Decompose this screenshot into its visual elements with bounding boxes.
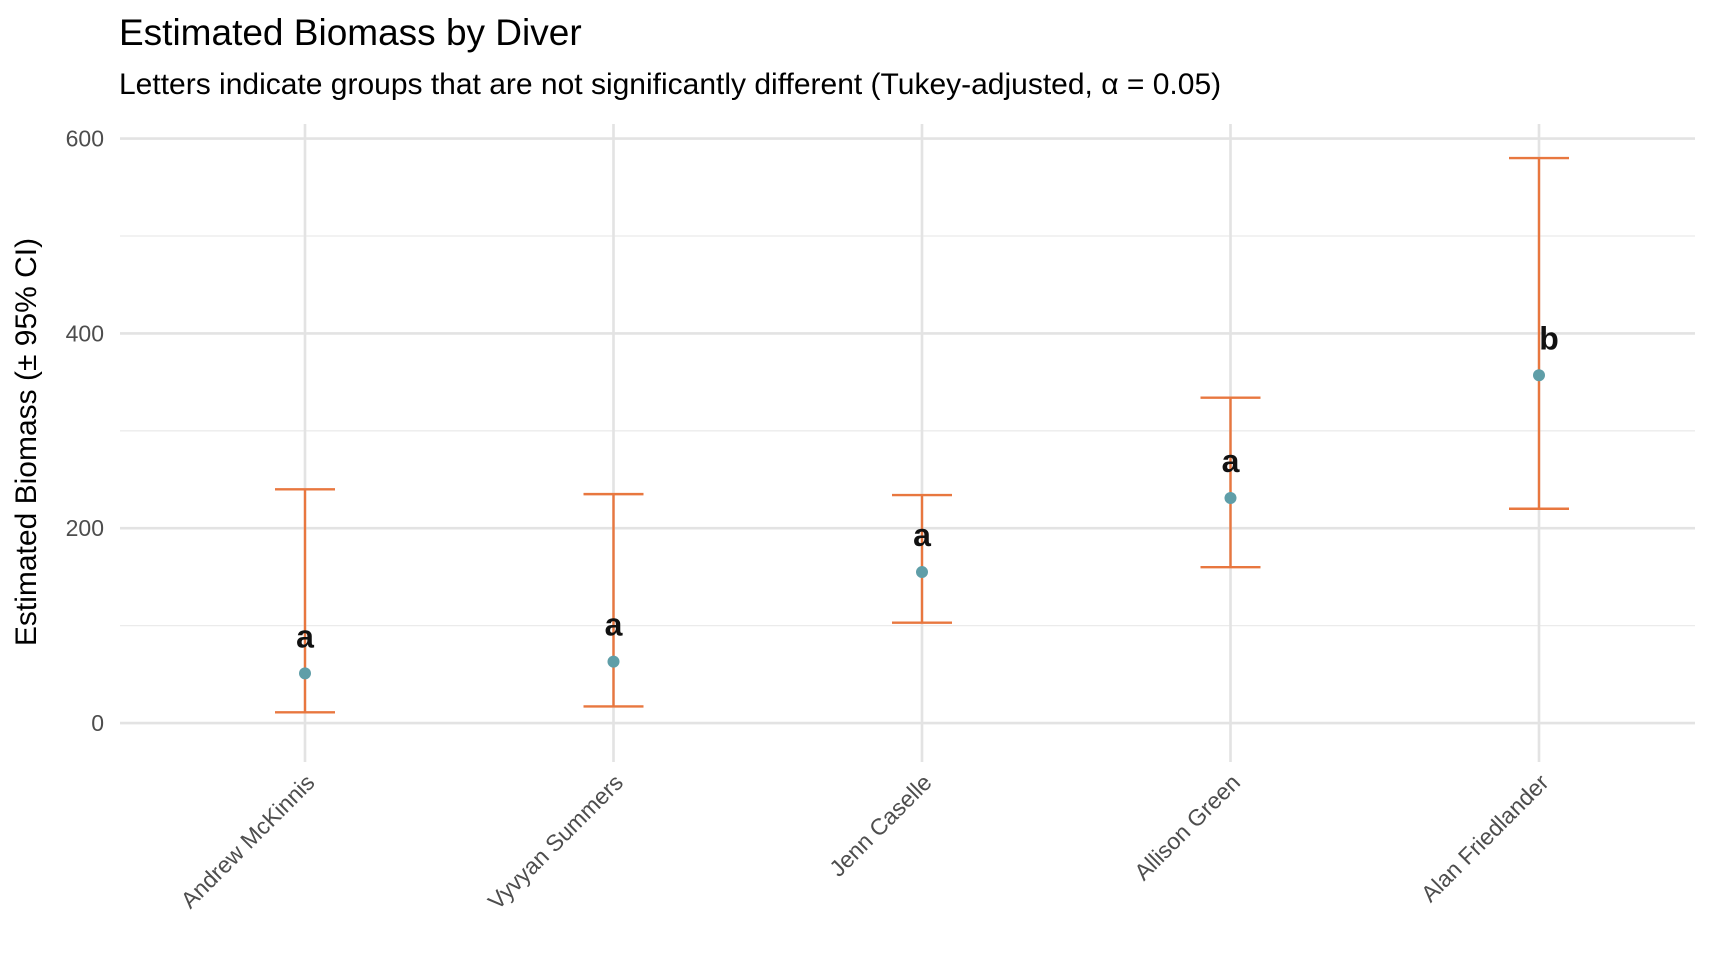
data-point [299,667,311,680]
grid-lines [120,124,1695,762]
y-tick-label: 600 [66,126,104,152]
group-letters: a a a a b [296,320,1559,654]
group-letter: b [1539,320,1559,356]
data-point [916,566,928,579]
group-letter: a [1222,443,1240,479]
group-letter: a [605,607,623,643]
x-axis-ticks: Andrew McKinnis Vyvyan Summers Jenn Casell… [176,769,1554,914]
data-points [299,369,1545,680]
x-tick-label: Allison Green [1129,769,1245,885]
y-axis-label: Estimated Biomass (± 95% CI) [10,238,43,646]
chart-title: Estimated Biomass by Diver [119,12,582,53]
y-tick-label: 400 [66,320,104,346]
x-tick-label: Alan Friedlander [1416,769,1554,907]
y-tick-label: 0 [91,710,104,736]
x-tick-label: Jenn Caselle [824,769,936,881]
y-tick-label: 200 [66,515,104,541]
data-point [607,655,620,668]
chart-subtitle: Letters indicate groups that are not sig… [119,68,1222,101]
group-letter: a [296,618,314,654]
data-point [1533,369,1545,382]
data-point [1224,492,1237,505]
error-bars [275,156,1569,714]
x-tick-label: Vyvyan Summers [483,769,628,914]
x-tick-label: Andrew McKinnis [176,769,320,913]
group-letter: a [913,517,931,553]
y-axis-ticks: 0 200 400 600 [66,126,104,736]
